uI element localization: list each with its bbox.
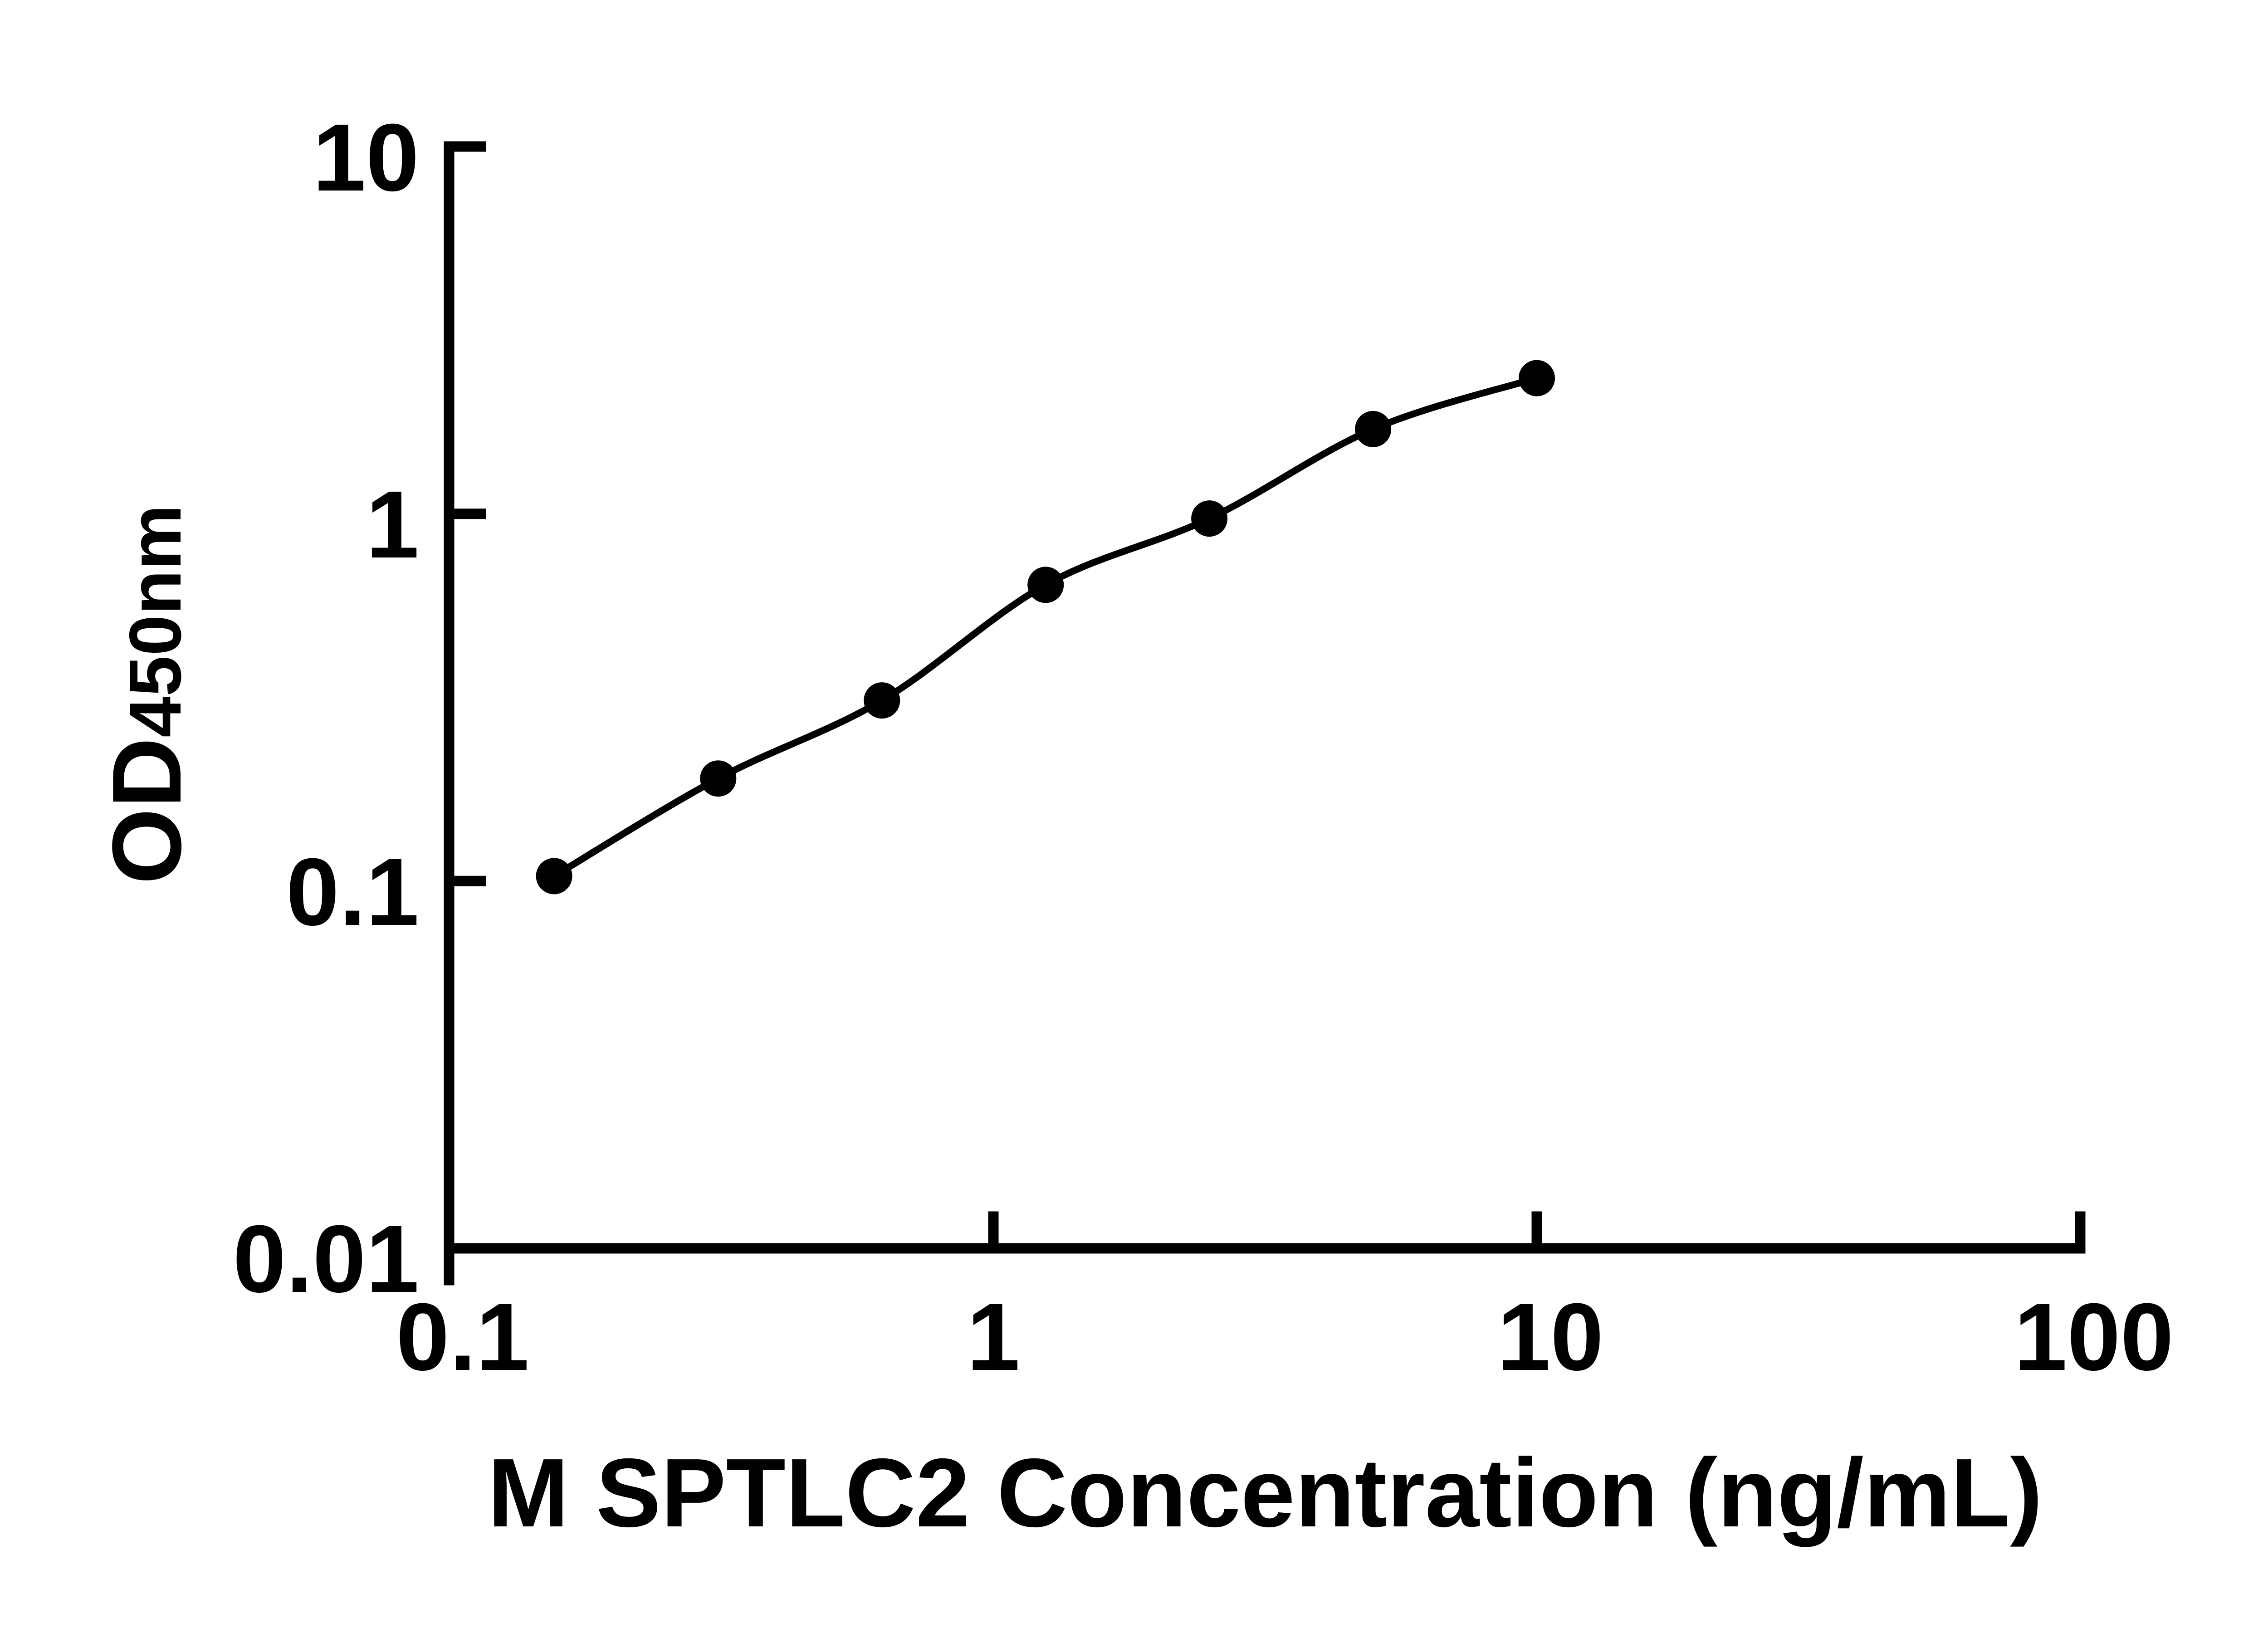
- svg-text:10: 10: [1497, 1283, 1604, 1390]
- svg-text:M SPTLC2 Concentration (ng/mL): M SPTLC2 Concentration (ng/mL): [488, 1438, 2043, 1547]
- svg-text:0.1: 0.1: [286, 838, 419, 945]
- svg-text:10: 10: [313, 104, 419, 211]
- svg-text:0.1: 0.1: [396, 1283, 529, 1390]
- svg-text:100: 100: [2014, 1283, 2174, 1390]
- svg-text:1: 1: [366, 471, 419, 578]
- svg-text:1: 1: [967, 1283, 1020, 1390]
- svg-text:0.01: 0.01: [233, 1205, 419, 1312]
